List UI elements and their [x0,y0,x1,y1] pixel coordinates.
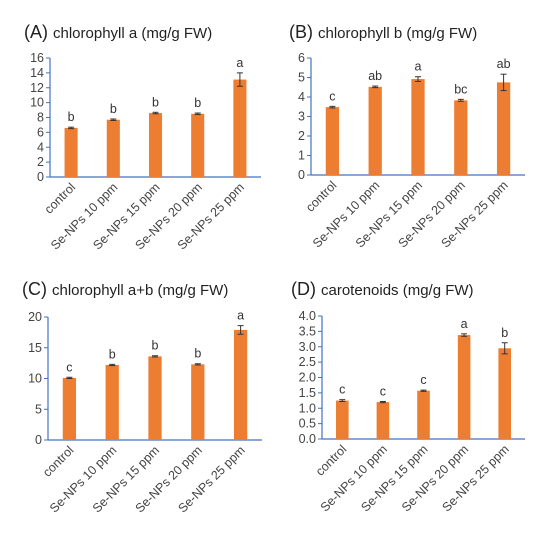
chart-title: (B) chlorophyll b (mg/g FW) [289,22,477,42]
significance-letter: b [194,96,201,110]
y-tick-label: 4 [298,90,305,104]
y-tick-label: 1.5 [299,386,316,400]
y-tick-label: 15 [28,341,42,355]
bar [496,82,511,175]
significance-letter: ab [497,57,511,71]
significance-letter: c [329,89,335,103]
panel-label: (A) [24,22,48,42]
y-tick-label: 6 [37,125,44,139]
y-tick-label: 0 [35,433,42,447]
y-tick-label: 10 [30,96,44,110]
significance-letter: b [501,326,508,340]
bar [106,119,120,177]
chart-title: (C) chlorophyll a+b (mg/g FW) [22,279,228,299]
significance-letter: a [415,60,422,74]
bar [148,356,162,440]
y-tick-label: 3 [298,110,305,124]
significance-letter: a [237,309,244,323]
significance-letter: b [194,347,201,361]
panel-title: carotenoids (mg/g FW) [321,282,474,299]
x-tick-label: control [313,442,349,478]
chart-title: (A) chlorophyll a (mg/g FW) [24,22,212,42]
y-tick-label: 4.0 [299,309,316,323]
y-tick-label: 3.5 [299,324,316,338]
significance-letter: c [380,384,386,398]
panel-label: (B) [289,22,313,42]
y-tick-label: 10 [28,372,42,386]
bar [325,107,340,175]
y-tick-label: 5 [35,402,42,416]
bar [376,402,390,439]
significance-letter: bc [454,82,467,96]
significance-letter: c [339,383,345,397]
bar [148,113,163,177]
bar [105,364,119,440]
bar [411,79,425,175]
y-tick-label: 0.5 [299,417,316,431]
bar [498,348,511,439]
y-tick-label: 5 [298,71,305,85]
significance-letter: c [66,360,72,374]
y-tick-label: 2 [37,155,44,169]
y-tick-label: 0.0 [299,432,316,446]
bar [457,335,471,439]
y-tick-label: 1.0 [299,401,316,415]
y-tick-label: 2 [298,129,305,143]
significance-letter: b [152,339,159,353]
bar [233,79,247,177]
y-tick-label: 3.0 [299,340,316,354]
y-tick-label: 12 [30,81,44,95]
x-tick-label: control [42,180,78,216]
y-tick-label: 16 [30,51,44,65]
y-tick-label: 0 [37,170,44,184]
chart-panel-4: (D) carotenoids (mg/g FW) 0.00.5 1.01.52.0 2… [291,279,525,515]
bar [368,86,382,175]
panel-title: chlorophyll a (mg/g FW) [53,25,212,42]
significance-letter: b [68,110,75,124]
panel-label: (D) [291,279,316,299]
significance-letter: a [236,56,243,70]
bar [454,100,468,175]
y-tick-label: 8 [37,111,44,125]
chart-title: (D) carotenoids (mg/g FW) [291,279,474,299]
bar [191,113,205,177]
significance-letter: b [109,347,116,361]
chart-panel-3: (C) chlorophyll a+b (mg/g FW) 0 5 10 15 20 c con… [22,279,262,516]
y-tick-label: 1 [298,149,305,163]
bar [62,377,77,440]
panel-title: chlorophyll b (mg/g FW) [318,25,477,42]
panel-title: chlorophyll a+b (mg/g FW) [52,282,228,299]
y-tick-label: 0 [298,168,305,182]
chart-panel-2: (B) chlorophyll b (mg/g FW) 0 1 2 3 4 5 6 c contro… [289,22,525,251]
bar [336,400,349,439]
significance-letter: b [110,102,117,116]
bar [417,390,430,439]
y-tick-label: 4 [37,140,44,154]
y-tick-label: 2.5 [299,355,316,369]
x-tick-label: control [40,443,76,479]
y-tick-label: 14 [30,66,44,80]
y-tick-label: 6 [298,51,305,65]
bar [64,127,78,177]
significance-letter: c [420,373,426,387]
significance-letter: b [152,95,159,109]
bar [191,364,205,440]
bar [233,329,248,440]
y-tick-label: 2.0 [299,371,316,385]
panel-label: (C) [22,279,47,299]
significance-letter: a [461,317,468,331]
significance-letter: ab [368,69,382,83]
y-tick-label: 20 [28,310,42,324]
x-tick-label: control [303,178,339,214]
